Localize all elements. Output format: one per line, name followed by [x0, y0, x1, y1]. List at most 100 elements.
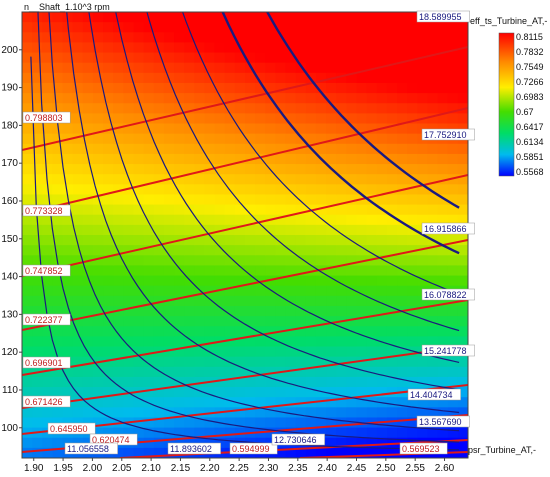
heat-cell: [285, 32, 297, 44]
heat-cell: [376, 387, 388, 398]
heat-cell: [346, 285, 358, 297]
heat-cell: [255, 387, 266, 398]
heat-cell: [427, 42, 439, 54]
heat-cell: [224, 133, 236, 145]
x-tick-label: 2.00: [83, 463, 103, 474]
heat-cell: [427, 62, 439, 74]
heat-cell: [214, 72, 226, 84]
heat-cell: [295, 52, 307, 64]
heat-cell: [407, 62, 418, 74]
heat-cell: [407, 12, 418, 23]
heat-cell: [184, 52, 195, 64]
heat-cell: [245, 32, 256, 44]
heat-cell: [305, 285, 317, 297]
heat-cell: [82, 397, 94, 408]
heat-cell: [224, 82, 236, 94]
heat-cell: [163, 235, 175, 246]
heat-cell: [32, 275, 43, 287]
heat-cell: [366, 42, 378, 54]
heat-cell: [366, 72, 378, 84]
heat-cell: [407, 72, 418, 84]
heat-cell: [234, 265, 246, 277]
heat-cell: [214, 12, 226, 23]
heat-cell: [397, 174, 408, 185]
heat-cell: [295, 12, 307, 23]
heat-cell: [204, 427, 216, 439]
heat-cell: [397, 316, 408, 327]
heat-cell: [42, 103, 54, 114]
heat-cell: [285, 407, 297, 419]
heat-cell: [315, 194, 327, 206]
heat-cell: [184, 255, 195, 267]
heat-cell: [457, 397, 468, 408]
heat-cell: [82, 12, 94, 23]
heat-cell: [376, 265, 388, 277]
heat-cell: [123, 255, 135, 267]
heat-cell: [285, 387, 297, 398]
heat-cell: [376, 93, 388, 104]
heat-cell: [153, 316, 165, 327]
heat-cell: [153, 123, 165, 135]
heat-cell: [437, 184, 449, 196]
heat-cell: [163, 275, 175, 287]
heat-cell: [457, 204, 468, 216]
heat-cell: [153, 245, 165, 256]
heat-cell: [143, 62, 155, 74]
heat-cell: [103, 417, 114, 429]
heat-cell: [224, 285, 236, 297]
heat-cell: [103, 235, 114, 246]
heat-cell: [153, 164, 165, 175]
heat-cell: [82, 224, 94, 236]
heat-cell: [437, 82, 449, 94]
y-tick-label: 170: [1, 158, 18, 169]
heat-cell: [407, 32, 418, 44]
heat-cell: [305, 245, 317, 256]
heat-cell: [113, 32, 124, 44]
heat-cell: [123, 194, 135, 206]
heat-cell: [143, 346, 155, 358]
heat-cell: [437, 305, 449, 317]
heat-cell: [123, 285, 135, 297]
heat-cell: [123, 214, 135, 226]
heat-cell: [194, 32, 206, 44]
heat-cell: [22, 376, 33, 388]
heat-cell: [133, 214, 145, 226]
heat-cell: [184, 417, 195, 429]
heat-cell: [346, 123, 358, 135]
heat-cell: [315, 184, 327, 196]
heat-cell: [356, 295, 368, 307]
heat-cell: [42, 235, 54, 246]
heat-cell: [163, 255, 175, 267]
heat-cell: [72, 366, 84, 378]
heat-cell: [52, 194, 64, 206]
heat-cell: [32, 93, 43, 104]
heat-cell: [214, 42, 226, 54]
heat-cell: [42, 93, 54, 104]
heat-cell: [305, 376, 317, 388]
heat-cell: [72, 346, 84, 358]
heat-cell: [326, 214, 337, 226]
heat-cell: [275, 346, 287, 358]
heat-cell: [376, 376, 388, 388]
heat-cell: [224, 204, 236, 216]
heat-cell: [103, 407, 114, 419]
heat-cell: [224, 52, 236, 64]
heat-cell: [255, 133, 266, 145]
heat-cell: [285, 427, 297, 439]
x-tick-label: 2.10: [141, 463, 161, 474]
heat-cell: [42, 447, 54, 458]
heat-cell: [174, 42, 185, 54]
colorbar-tick-label: 0.5851: [516, 152, 544, 162]
heat-cell: [194, 174, 206, 185]
heat-cell: [153, 366, 165, 378]
heat-cell: [417, 72, 429, 84]
heat-cell: [184, 356, 195, 368]
heat-cell: [174, 22, 185, 33]
heat-cell: [245, 184, 256, 196]
heat-cell: [62, 72, 74, 84]
mass-flow-contour-label-box: [271, 433, 325, 446]
heat-cell: [22, 164, 33, 175]
heat-cell: [133, 316, 145, 327]
heat-cell: [305, 447, 317, 458]
heat-cell: [336, 366, 347, 378]
